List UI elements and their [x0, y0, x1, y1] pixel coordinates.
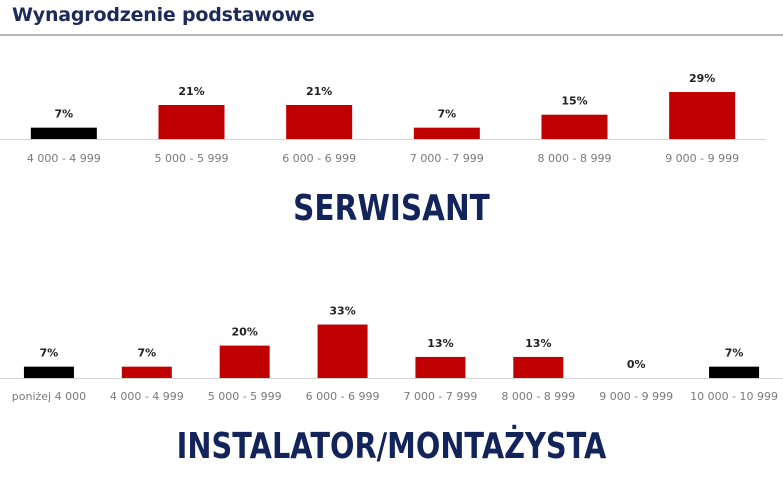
serwisant-data-label: 21% — [178, 85, 204, 98]
serwisant-bar — [541, 114, 608, 139]
serwisant-tick-label: 8 000 - 8 999 — [538, 152, 612, 165]
serwisant-bar — [413, 127, 480, 139]
serwisant-tick-label: 4 000 - 4 999 — [27, 152, 101, 165]
serwisant-data-label: 29% — [689, 72, 715, 85]
instalator-tick-label: poniżej 4 000 — [12, 390, 86, 403]
instalator-bar — [121, 366, 172, 378]
serwisant-bar — [158, 104, 225, 139]
instalator-bar — [317, 324, 368, 378]
instalator-data-label: 13% — [427, 337, 453, 350]
page-title: Wynagrodzenie podstawowe — [12, 4, 315, 26]
instalator-tick-label: 5 000 - 5 999 — [208, 390, 282, 403]
serwisant-bar — [669, 92, 736, 139]
serwisant-tick-label: 5 000 - 5 999 — [155, 152, 229, 165]
section-title-serwisant: SERWISANT — [293, 188, 490, 229]
serwisant-bar-chart: 7% 4 000 - 4 999 21% 5 000 - 5 999 21% 6 000 … — [0, 72, 766, 165]
instalator-data-label: 20% — [232, 326, 258, 339]
serwisant-bar — [286, 104, 353, 139]
title-divider — [0, 34, 783, 36]
serwisant-data-label: 7% — [437, 108, 456, 121]
instalator-data-label: 13% — [525, 337, 551, 350]
instalator-bar — [709, 366, 760, 378]
instalator-tick-label: 7 000 - 7 999 — [403, 390, 477, 403]
instalator-tick-label: 6 000 - 6 999 — [306, 390, 380, 403]
serwisant-tick-label: 7 000 - 7 999 — [410, 152, 484, 165]
serwisant-tick-label: 6 000 - 6 999 — [282, 152, 356, 165]
serwisant-bar — [30, 127, 97, 139]
instalator-bar — [415, 356, 466, 378]
instalator-tick-label: 10 000 - 10 999 — [690, 390, 778, 403]
instalator-bar-chart: 7% poniżej 4 000 7% 4 000 - 4 999 20% 5 000 -… — [0, 305, 783, 403]
instalator-tick-label: 9 000 - 9 999 — [599, 390, 673, 403]
instalator-tick-label: 4 000 - 4 999 — [110, 390, 184, 403]
section-title-instalator: INSTALATOR/MONTAŻYSTA — [176, 426, 607, 467]
instalator-data-label: 7% — [725, 347, 744, 360]
instalator-bar — [219, 345, 270, 378]
instalator-tick-label: 8 000 - 8 999 — [501, 390, 575, 403]
instalator-data-label: 7% — [40, 347, 59, 360]
instalator-data-label: 0% — [627, 358, 646, 371]
serwisant-data-label: 15% — [561, 95, 587, 108]
serwisant-tick-label: 9 000 - 9 999 — [665, 152, 739, 165]
instalator-bar — [23, 366, 74, 378]
instalator-data-label: 7% — [137, 347, 156, 360]
instalator-data-label: 33% — [329, 305, 355, 318]
serwisant-data-label: 21% — [306, 85, 332, 98]
serwisant-data-label: 7% — [54, 108, 73, 121]
instalator-bar — [513, 356, 564, 378]
